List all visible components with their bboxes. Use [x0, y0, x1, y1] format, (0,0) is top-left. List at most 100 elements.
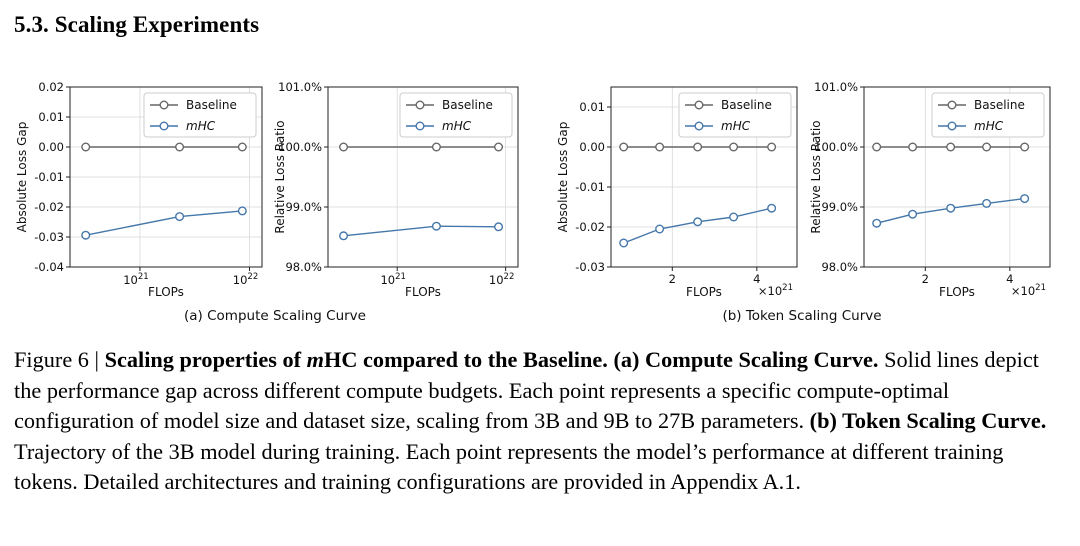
subfigure-label: (b) Token Scaling Curve	[722, 308, 881, 324]
data-point-mhc	[908, 209, 918, 219]
chart-panel-2: 101.0% 100.0% 99.0% 98.0% 1021 1022 FLOPs Relat…	[273, 80, 519, 299]
data-point-mhc	[81, 230, 91, 240]
x-tick-label: 1022	[233, 272, 258, 287]
y-tick-label: 0.01	[579, 100, 605, 114]
caption-title-part1: Scaling properties of	[104, 347, 307, 372]
legend-label: mHC	[721, 119, 751, 133]
chart-panel-4: 101.0% 100.0% 99.0% 98.0% 2 4×1021 FLOPs Relati…	[809, 80, 1051, 299]
data-point-mhc	[946, 203, 956, 213]
series-line-mhc	[85, 210, 243, 236]
y-tick-label: 0.00	[579, 140, 605, 154]
x-axis-label: FLOPs	[939, 285, 975, 299]
caption-bold-b: (b) Token Scaling Curve.	[809, 408, 1047, 433]
x-tick-label: 2	[669, 272, 676, 286]
y-tick-label: -0.01	[575, 180, 605, 194]
y-tick-label: 100.0%	[278, 140, 322, 154]
x-axis-label: FLOPs	[686, 285, 722, 299]
plot-frame	[327, 86, 519, 268]
legend-marker	[415, 100, 425, 110]
data-point-mhc	[175, 212, 185, 222]
data-point-mhc	[767, 203, 777, 213]
data-point-baseline	[431, 142, 441, 152]
legend-label: Baseline	[442, 98, 493, 112]
legend-label: Baseline	[186, 98, 237, 112]
y-tick-label: 98.0%	[285, 260, 322, 274]
chart-panel-1: 0.02 0.01 0.00 -0.01 -0.02 -0.03 -0.04 1021 1022…	[15, 80, 263, 299]
x-tick-label: 1021	[380, 272, 405, 287]
y-tick-label: -0.02	[575, 220, 605, 234]
x-multiplier-label: ×1021	[758, 283, 793, 298]
figure-caption: Figure 6 | Scaling properties of mHC com…	[14, 345, 1070, 498]
data-point-baseline	[339, 142, 349, 152]
y-tick-label: -0.04	[34, 260, 64, 274]
series-line-mhc	[343, 225, 499, 237]
y-tick-label: 99.0%	[285, 200, 322, 214]
data-point-baseline	[175, 142, 185, 152]
y-tick-label: 101.0%	[278, 80, 322, 94]
y-tick-label: -0.03	[34, 230, 64, 244]
x-axis-label: FLOPs	[405, 285, 441, 299]
data-point-baseline	[237, 142, 247, 152]
y-tick-label: 0.00	[38, 140, 64, 154]
data-point-baseline	[81, 142, 91, 152]
legend-label: mHC	[974, 119, 1004, 133]
data-point-baseline	[729, 142, 739, 152]
scaling-figure: 0.02 0.01 0.00 -0.01 -0.02 -0.03 -0.04 1021 1022…	[15, 80, 1051, 324]
legend-label: mHC	[442, 119, 472, 133]
section-title: 5.3. Scaling Experiments	[14, 12, 260, 37]
data-point-baseline	[494, 142, 504, 152]
x-axis-label: FLOPs	[148, 285, 184, 299]
x-tick-label: 2	[922, 272, 929, 286]
x-tick-label: 4	[1006, 272, 1013, 286]
data-point-mhc	[339, 231, 349, 241]
legend-marker	[947, 100, 957, 110]
data-point-mhc	[1020, 194, 1030, 204]
y-tick-label: 101.0%	[814, 80, 858, 94]
y-tick-label: -0.03	[575, 260, 605, 274]
legend-marker	[694, 100, 704, 110]
x-tick-label: 1022	[489, 272, 514, 287]
data-point-baseline	[1020, 142, 1030, 152]
y-axis-label: Relative Loss Ratio	[809, 120, 823, 233]
x-multiplier-label: ×1021	[1011, 283, 1046, 298]
caption-text-2: Trajectory of the 3B model during traini…	[14, 438, 1004, 495]
y-axis-label: Relative Loss Ratio	[273, 120, 287, 233]
y-tick-label: 98.0%	[821, 260, 858, 274]
data-point-mhc	[655, 224, 665, 234]
y-tick-label: 99.0%	[821, 200, 858, 214]
plot-frame	[610, 86, 798, 268]
data-point-mhc	[729, 212, 739, 222]
data-point-baseline	[693, 142, 703, 152]
caption-title-italic-m: m	[306, 347, 325, 372]
y-tick-label: -0.01	[34, 170, 64, 184]
data-point-baseline	[655, 142, 665, 152]
legend-label: Baseline	[721, 98, 772, 112]
data-point-baseline	[982, 142, 992, 152]
y-tick-label: 100.0%	[814, 140, 858, 154]
legend-marker	[415, 121, 425, 131]
caption-text-1: Solid lines depict the performance gap a…	[14, 347, 1039, 433]
data-point-mhc	[872, 218, 882, 228]
data-point-baseline	[619, 142, 629, 152]
y-tick-label: 0.01	[38, 110, 64, 124]
legend-marker	[159, 100, 169, 110]
data-point-mhc	[693, 217, 703, 227]
caption-figure-label: Figure 6 |	[14, 347, 105, 372]
data-point-baseline	[872, 142, 882, 152]
data-point-baseline	[767, 142, 777, 152]
y-axis-label: Absolute Loss Gap	[556, 122, 570, 233]
legend-label: mHC	[186, 119, 216, 133]
legend-label: Baseline	[974, 98, 1025, 112]
data-point-mhc	[619, 238, 629, 248]
data-point-mhc	[237, 206, 247, 216]
data-point-mhc	[431, 221, 441, 231]
legend-marker	[947, 121, 957, 131]
legend-marker	[694, 121, 704, 131]
legend-marker	[159, 121, 169, 131]
data-point-mhc	[494, 222, 504, 232]
data-point-mhc	[982, 198, 992, 208]
y-axis-label: Absolute Loss Gap	[15, 122, 29, 233]
caption-title-part2: HC compared to the Baseline. (a) Compute…	[324, 347, 879, 372]
x-tick-label: 4	[753, 272, 760, 286]
y-tick-label: -0.02	[34, 200, 64, 214]
